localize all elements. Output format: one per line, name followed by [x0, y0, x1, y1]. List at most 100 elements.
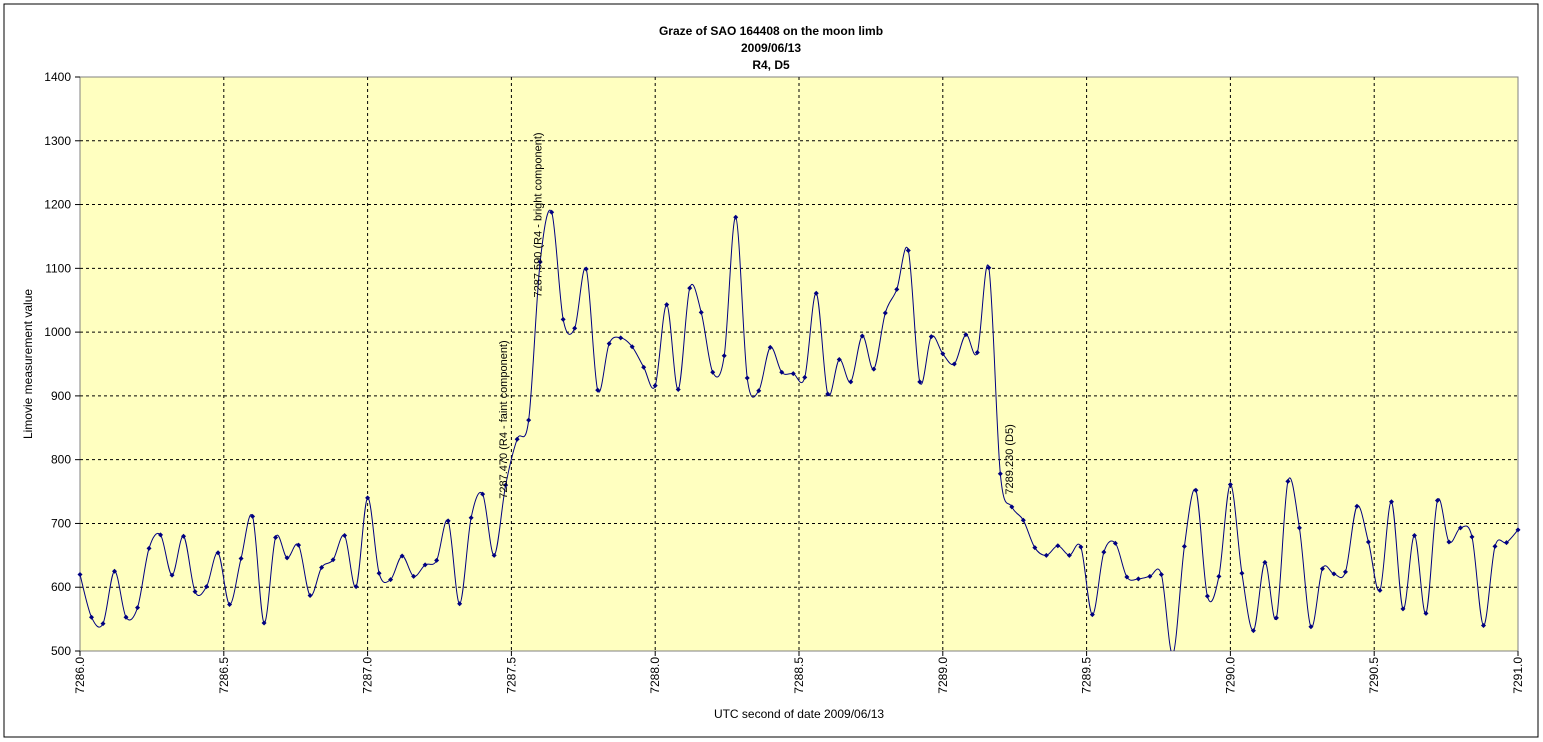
x-tick-label: 7288.0	[648, 657, 662, 694]
data-point	[169, 572, 175, 578]
data-point	[1365, 539, 1371, 545]
y-axis-title: Limovie measurement value	[21, 289, 35, 439]
data-point	[1089, 612, 1095, 618]
data-point	[549, 209, 555, 215]
data-point	[181, 533, 187, 539]
x-tick-label: 7289.5	[1080, 657, 1094, 694]
chart-title: 2009/06/13	[741, 41, 801, 55]
data-point	[756, 388, 762, 394]
data-point	[940, 351, 946, 357]
data-point	[1147, 573, 1153, 579]
data-point	[836, 357, 842, 363]
plot-area	[79, 76, 1519, 652]
chart-title: Graze of SAO 164408 on the moon limb	[659, 24, 883, 38]
data-point	[687, 285, 693, 291]
data-point	[813, 290, 819, 296]
data-point	[100, 621, 106, 627]
y-tick-label: 800	[51, 453, 71, 467]
data-point	[1204, 593, 1210, 599]
data-point	[1319, 566, 1325, 572]
data-point	[1009, 504, 1015, 510]
data-point	[652, 383, 658, 389]
data-point	[445, 518, 451, 524]
data-point	[376, 570, 382, 576]
data-point	[1181, 543, 1187, 549]
data-point	[503, 482, 509, 488]
data-point	[1434, 497, 1440, 503]
data-point	[77, 571, 83, 577]
data-point	[1112, 540, 1118, 546]
x-tick-label: 7288.5	[792, 657, 806, 694]
x-tick-label: 7291.0	[1511, 657, 1525, 694]
data-point	[1273, 615, 1279, 621]
data-point	[848, 379, 854, 385]
data-point	[457, 601, 463, 607]
data-point	[1043, 552, 1049, 558]
data-point	[560, 316, 566, 322]
data-point	[1503, 540, 1509, 546]
x-axis-title: UTC second of date 2009/06/13	[714, 707, 884, 721]
data-point	[238, 556, 244, 562]
data-point	[641, 364, 647, 370]
data-point	[296, 542, 302, 548]
data-point	[411, 573, 417, 579]
data-point	[1158, 571, 1164, 577]
data-point	[629, 344, 635, 350]
data-point	[434, 557, 440, 563]
data-point	[767, 344, 773, 350]
data-point	[192, 589, 198, 595]
data-point	[905, 247, 911, 253]
x-tick-label: 7287.5	[504, 657, 518, 694]
data-point	[1480, 622, 1486, 628]
data-point	[595, 387, 601, 393]
data-point	[583, 266, 589, 272]
data-point	[1227, 482, 1233, 488]
data-point	[1078, 544, 1084, 550]
annotation: 7287.590 (R4 - bright component)	[532, 132, 544, 297]
data-point	[1216, 573, 1222, 579]
data-point	[514, 436, 520, 442]
data-point	[1469, 534, 1475, 540]
data-point	[365, 495, 371, 501]
data-point	[1250, 628, 1256, 634]
data-point	[123, 614, 129, 620]
data-point	[1515, 527, 1521, 533]
data-point	[261, 620, 267, 626]
data-point	[1331, 571, 1337, 577]
data-point	[1492, 543, 1498, 549]
data-point	[698, 309, 704, 315]
data-point	[342, 533, 348, 539]
y-tick-label: 1000	[44, 325, 71, 339]
x-tick-label: 7286.5	[217, 657, 231, 694]
data-point	[744, 375, 750, 381]
data-point	[882, 310, 888, 316]
data-point	[710, 369, 716, 375]
data-point	[215, 550, 221, 556]
x-tick-label: 7289.0	[936, 657, 950, 694]
data-point	[537, 259, 543, 265]
data-point	[1135, 576, 1141, 582]
data-point	[1101, 549, 1107, 555]
data-point	[1296, 525, 1302, 531]
data-point	[1032, 545, 1038, 551]
y-tick-label: 700	[51, 516, 71, 530]
x-tick-label: 7287.0	[361, 657, 375, 694]
data-point	[1124, 574, 1130, 580]
data-point	[986, 265, 992, 271]
data-point	[963, 332, 969, 338]
x-tick-label: 7290.5	[1367, 657, 1381, 694]
data-point	[733, 214, 739, 220]
data-point	[135, 605, 141, 611]
data-point	[307, 593, 313, 599]
data-point	[146, 545, 152, 551]
data-point	[353, 584, 359, 590]
annotation: 7287.470 (R4 - faint component)	[498, 340, 510, 498]
y-tick-label: 500	[51, 644, 71, 658]
data-point	[468, 515, 474, 521]
data-point	[572, 325, 578, 331]
annotation: 7289.230 (D5)	[1004, 424, 1016, 494]
data-point	[422, 562, 428, 568]
data-point	[1262, 559, 1268, 565]
data-point	[388, 577, 394, 583]
